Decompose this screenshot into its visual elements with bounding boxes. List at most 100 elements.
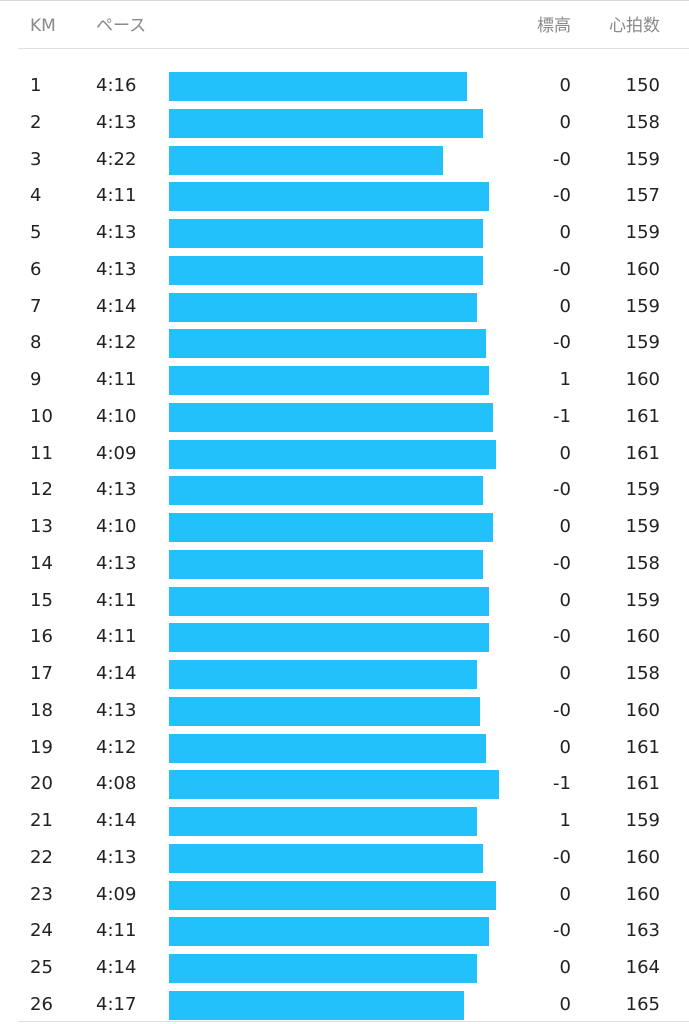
- pace-bar: [169, 954, 477, 983]
- split-row: 18 4:13 -0 160: [0, 693, 689, 730]
- pace-bar-track: [169, 807, 499, 836]
- pace-bar: [169, 586, 490, 616]
- split-heart-rate: 165: [625, 993, 660, 1015]
- pace-bar: [169, 733, 487, 763]
- pace-bar-track: [169, 586, 499, 616]
- split-pace: 4:14: [96, 295, 137, 317]
- pace-bar-track: [169, 954, 499, 983]
- split-km: 3: [30, 148, 42, 170]
- pace-bar: [169, 219, 483, 248]
- split-km: 9: [30, 369, 42, 390]
- split-heart-rate: 161: [625, 442, 660, 464]
- split-elevation: 0: [559, 222, 571, 243]
- bottom-divider: [18, 1021, 689, 1022]
- pace-bar-track: [169, 990, 499, 1020]
- split-heart-rate: 158: [625, 663, 660, 684]
- split-elevation: -0: [553, 699, 571, 721]
- split-elevation: -0: [553, 552, 571, 574]
- pace-bar: [169, 990, 464, 1020]
- column-header-heart-rate: 心拍数: [609, 16, 660, 36]
- pace-bar: [169, 880, 496, 910]
- split-km: 10: [30, 405, 53, 427]
- split-km: 22: [30, 846, 53, 868]
- top-border: [0, 0, 689, 1]
- split-pace: 4:13: [96, 552, 137, 574]
- split-km: 26: [30, 993, 53, 1015]
- pace-bar: [169, 476, 483, 506]
- split-row: 8 4:12 -0 159: [0, 325, 689, 362]
- split-row: 11 4:09 0 161: [0, 436, 689, 473]
- split-elevation: 0: [559, 442, 571, 464]
- splits-table-header: KM ペース 標高 心拍数: [0, 0, 689, 50]
- split-row: 17 4:14 0 158: [0, 656, 689, 693]
- split-heart-rate: 150: [625, 75, 660, 96]
- split-pace: 4:14: [96, 810, 137, 831]
- split-elevation: 0: [559, 883, 571, 905]
- split-elevation: 0: [559, 993, 571, 1015]
- pace-bar-track: [169, 255, 499, 285]
- pace-bar-track: [169, 108, 499, 138]
- split-km: 17: [30, 663, 53, 684]
- pace-bar: [169, 696, 480, 726]
- split-pace: 4:13: [96, 111, 137, 133]
- split-km: 18: [30, 699, 53, 721]
- split-heart-rate: 159: [625, 332, 660, 354]
- split-row: 10 4:10 -1 161: [0, 399, 689, 436]
- pace-bar: [169, 623, 490, 653]
- split-row: 20 4:08 -1 161: [0, 766, 689, 803]
- split-km: 20: [30, 773, 53, 795]
- split-heart-rate: 161: [625, 773, 660, 795]
- split-row: 3 4:22 -0 159: [0, 142, 689, 179]
- pace-bar-track: [169, 402, 499, 432]
- split-elevation: 0: [559, 295, 571, 317]
- pace-bar: [169, 108, 483, 138]
- header-divider: [18, 48, 689, 49]
- split-row: 21 4:14 1 159: [0, 803, 689, 840]
- split-row: 9 4:11 1 160: [0, 362, 689, 399]
- split-elevation: -0: [553, 332, 571, 354]
- split-km: 14: [30, 552, 53, 574]
- pace-bar-track: [169, 219, 499, 248]
- split-row: 26 4:17 0 165: [0, 987, 689, 1024]
- pace-bar: [169, 402, 493, 432]
- column-header-km: KM: [30, 16, 56, 36]
- split-heart-rate: 160: [625, 626, 660, 648]
- split-row: 5 4:13 0 159: [0, 215, 689, 252]
- pace-bar: [169, 549, 483, 579]
- split-row: 22 4:13 -0 160: [0, 840, 689, 877]
- split-pace: 4:11: [96, 369, 137, 390]
- split-heart-rate: 158: [625, 111, 660, 133]
- split-elevation: -0: [553, 920, 571, 942]
- split-heart-rate: 160: [625, 883, 660, 905]
- split-km: 12: [30, 479, 53, 501]
- pace-bar: [169, 292, 477, 322]
- pace-bar: [169, 770, 499, 800]
- split-heart-rate: 159: [625, 222, 660, 243]
- split-heart-rate: 158: [625, 552, 660, 574]
- split-pace: 4:11: [96, 920, 137, 942]
- split-km: 13: [30, 516, 53, 537]
- split-elevation: -0: [553, 258, 571, 280]
- split-km: 6: [30, 258, 42, 280]
- split-elevation: -0: [553, 846, 571, 868]
- split-heart-rate: 159: [625, 589, 660, 611]
- split-pace: 4:09: [96, 442, 137, 464]
- pace-bar-track: [169, 329, 499, 359]
- split-pace: 4:11: [96, 185, 137, 207]
- pace-bar-track: [169, 292, 499, 322]
- split-row: 25 4:14 0 164: [0, 950, 689, 987]
- split-row: 6 4:13 -0 160: [0, 252, 689, 289]
- split-pace: 4:14: [96, 663, 137, 684]
- split-km: 2: [30, 111, 42, 133]
- pace-bar-track: [169, 366, 499, 395]
- splits-table-body: 1 4:16 0 150 2 4:13 0 158 3 4:22 -0 159 4 4:11 -0 157 5 4…: [0, 68, 689, 1024]
- split-heart-rate: 157: [625, 185, 660, 207]
- split-heart-rate: 164: [625, 957, 660, 978]
- split-km: 19: [30, 736, 53, 758]
- split-elevation: 0: [559, 589, 571, 611]
- split-row: 13 4:10 0 159: [0, 509, 689, 546]
- pace-bar-track: [169, 843, 499, 873]
- split-km: 7: [30, 295, 42, 317]
- split-elevation: 0: [559, 75, 571, 96]
- pace-bar: [169, 843, 483, 873]
